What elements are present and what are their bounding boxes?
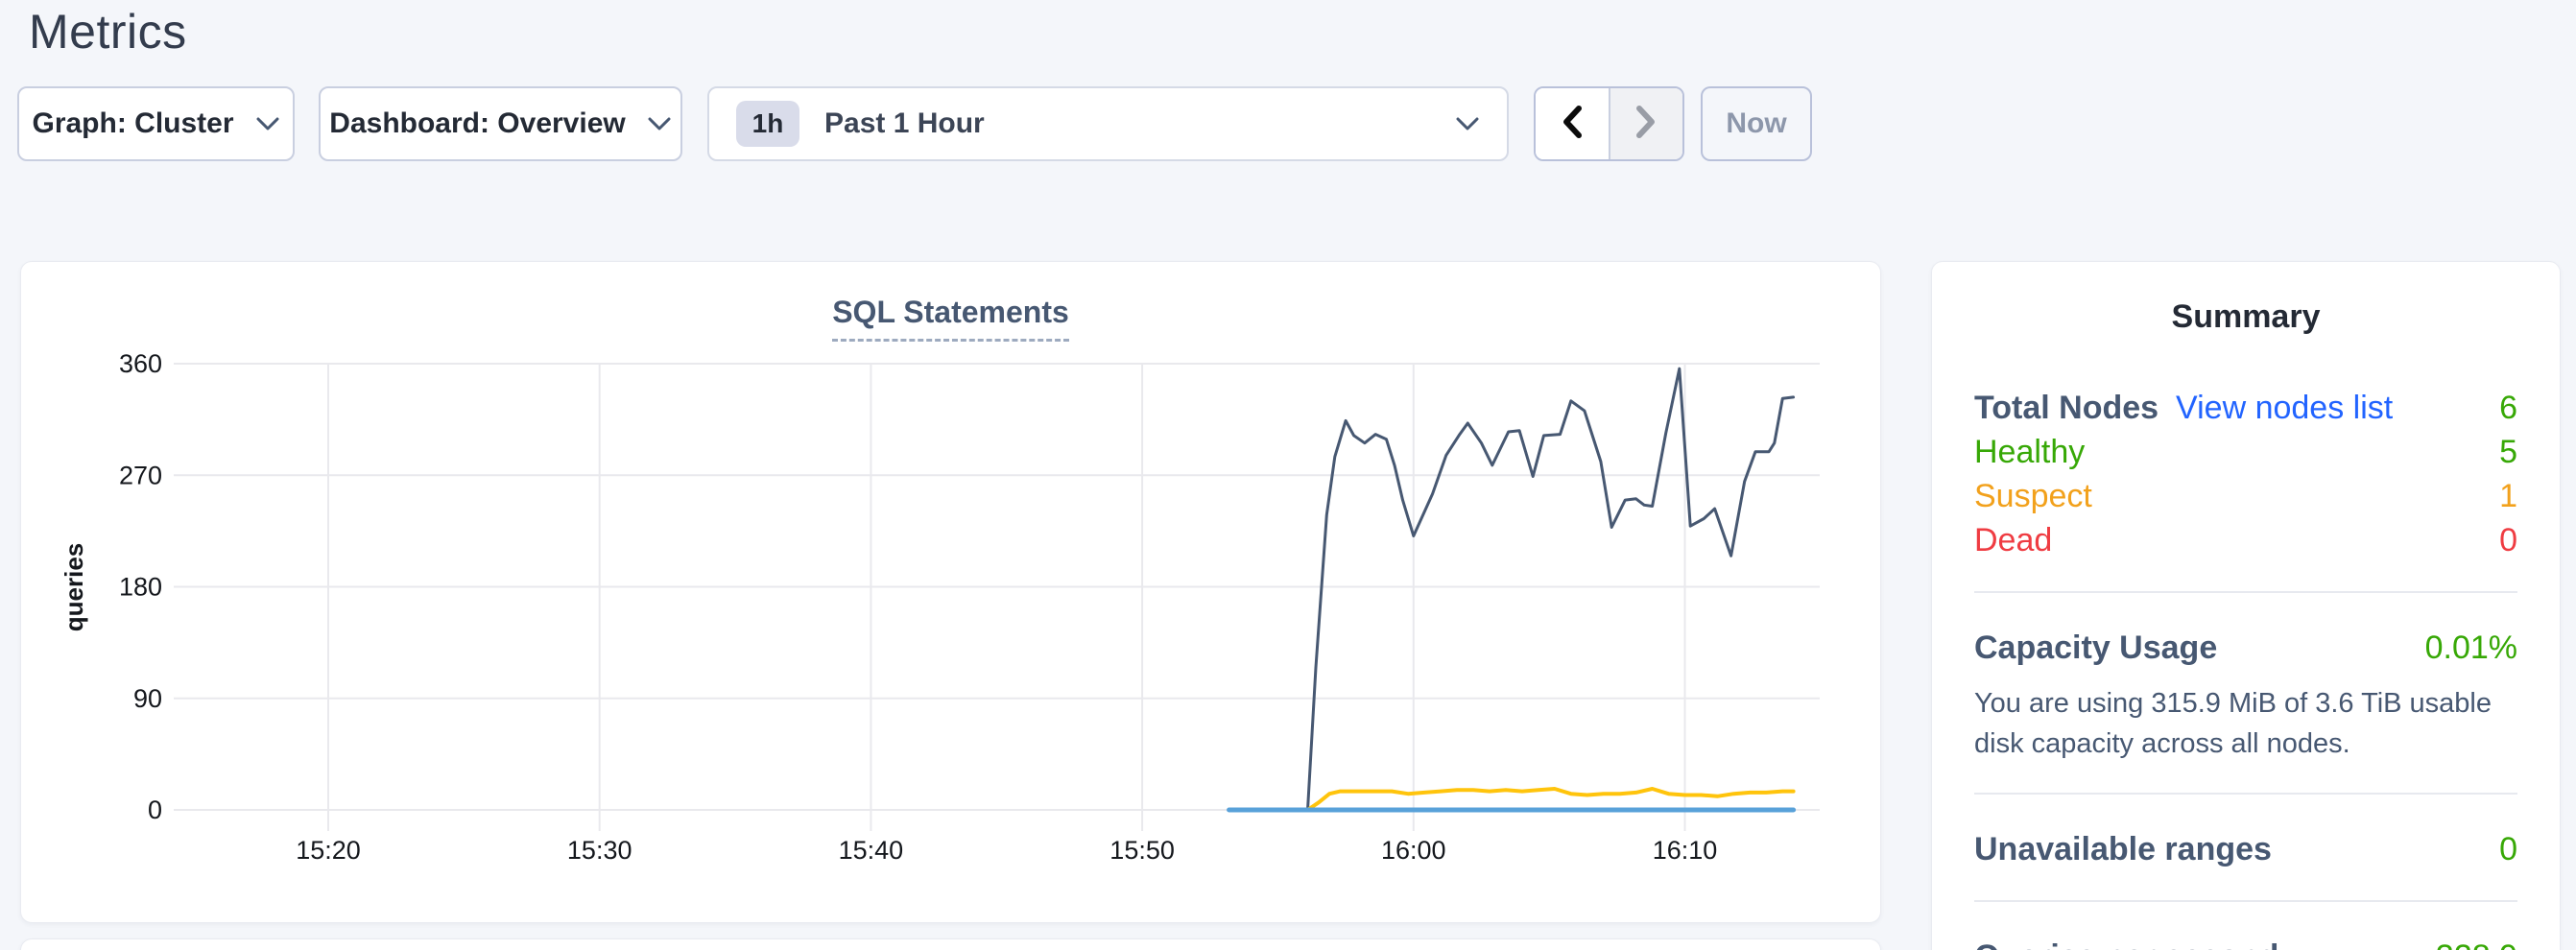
svg-text:queries: queries bbox=[60, 543, 88, 632]
time-range-label: Past 1 Hour bbox=[824, 107, 985, 139]
svg-text:270: 270 bbox=[119, 461, 162, 489]
next-time-button[interactable] bbox=[1610, 88, 1682, 159]
series-dark bbox=[1298, 367, 1796, 812]
sql-statements-chart: 0 90 180 270 360 15:20 15:30 15:40 15:50 16:00 16:… bbox=[60, 349, 1820, 865]
unavailable-ranges-label: Unavailable ranges bbox=[1974, 831, 2272, 867]
healthy-label: Healthy bbox=[1974, 434, 2086, 470]
summary-heading: Summary bbox=[2171, 298, 2321, 335]
suspect-value: 1 bbox=[2499, 478, 2517, 514]
summary-panel: Summary Total Nodes View nodes list 6 He… bbox=[1931, 261, 2561, 950]
capacity-usage-section: Capacity Usage 0.01% You are using 315.9… bbox=[1974, 626, 2517, 764]
divider bbox=[1974, 793, 2517, 795]
queries-per-second-section: Queries per second 328.9 Sum of Selects,… bbox=[1974, 935, 2517, 950]
graph-dropdown-label: Graph: Cluster bbox=[32, 107, 234, 139]
sql-statements-chart-card: 0 90 180 270 360 15:20 15:30 15:40 15:50 16:00 16:… bbox=[20, 261, 1881, 923]
svg-text:15:40: 15:40 bbox=[839, 836, 904, 865]
next-chart-card-partial bbox=[20, 938, 1881, 950]
time-range-badge: 1h bbox=[736, 101, 799, 147]
svg-text:0: 0 bbox=[148, 796, 162, 824]
graph-dropdown[interactable]: Graph: Cluster bbox=[17, 86, 295, 161]
time-range-selector[interactable]: 1h Past 1 Hour bbox=[707, 86, 1509, 161]
divider bbox=[1974, 591, 2517, 593]
capacity-usage-value: 0.01% bbox=[2424, 629, 2517, 666]
suspect-label: Suspect bbox=[1974, 478, 2092, 514]
svg-text:15:50: 15:50 bbox=[1109, 836, 1175, 865]
chevron-down-icon bbox=[1455, 116, 1480, 131]
now-button[interactable]: Now bbox=[1701, 86, 1812, 161]
healthy-value: 5 bbox=[2499, 434, 2517, 470]
svg-text:15:30: 15:30 bbox=[567, 836, 632, 865]
unavailable-ranges-section: Unavailable ranges 0 bbox=[1974, 827, 2517, 871]
view-nodes-list-link[interactable]: View nodes list bbox=[2176, 390, 2394, 426]
chevron-left-icon bbox=[1561, 105, 1584, 144]
svg-text:90: 90 bbox=[133, 684, 162, 713]
total-nodes-value: 6 bbox=[2499, 390, 2517, 426]
divider bbox=[1974, 900, 2517, 902]
healthy-nodes-row: Healthy 5 bbox=[1974, 430, 2517, 474]
svg-text:180: 180 bbox=[119, 573, 162, 602]
page-title: Metrics bbox=[29, 5, 187, 59]
dead-label: Dead bbox=[1974, 522, 2053, 558]
chevron-down-icon bbox=[647, 116, 672, 131]
svg-text:15:20: 15:20 bbox=[296, 836, 361, 865]
dashboard-dropdown-label: Dashboard: Overview bbox=[329, 107, 626, 139]
dead-nodes-row: Dead 0 bbox=[1974, 518, 2517, 562]
metrics-toolbar: Graph: Cluster Dashboard: Overview 1h Pa… bbox=[17, 86, 1812, 161]
capacity-usage-label: Capacity Usage bbox=[1974, 629, 2218, 666]
suspect-nodes-row: Suspect 1 bbox=[1974, 474, 2517, 518]
queries-per-second-label: Queries per second bbox=[1974, 935, 2278, 950]
svg-text:16:00: 16:00 bbox=[1381, 836, 1446, 865]
total-nodes-row: Total Nodes View nodes list 6 bbox=[1974, 386, 2517, 430]
unavailable-ranges-value: 0 bbox=[2499, 831, 2517, 867]
chevron-right-icon bbox=[1634, 105, 1658, 144]
chart-title[interactable]: SQL Statements bbox=[832, 295, 1069, 342]
capacity-usage-description: You are using 315.9 MiB of 3.6 TiB usabl… bbox=[1974, 688, 2493, 759]
nodes-summary: Total Nodes View nodes list 6 Healthy 5 … bbox=[1974, 386, 2517, 562]
svg-text:360: 360 bbox=[119, 349, 162, 378]
series-yellow bbox=[1305, 787, 1796, 812]
total-nodes-label: Total Nodes bbox=[1974, 390, 2159, 426]
previous-time-button[interactable] bbox=[1536, 88, 1610, 159]
dashboard-dropdown[interactable]: Dashboard: Overview bbox=[319, 86, 682, 161]
queries-per-second-value: 328.9 bbox=[2436, 935, 2517, 950]
dead-value: 0 bbox=[2499, 522, 2517, 558]
svg-text:16:10: 16:10 bbox=[1653, 836, 1718, 865]
time-step-buttons bbox=[1534, 86, 1684, 161]
chevron-down-icon bbox=[255, 116, 280, 131]
